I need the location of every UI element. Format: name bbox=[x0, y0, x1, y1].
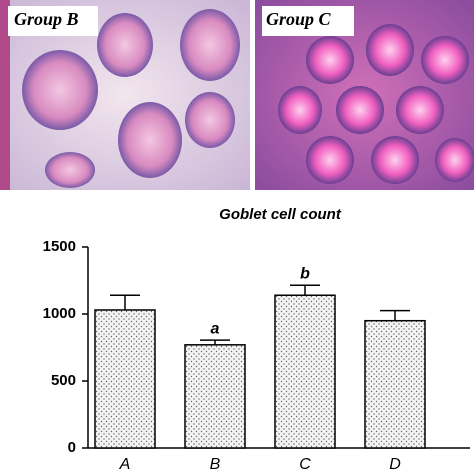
y-tick-label: 1000 bbox=[43, 305, 76, 322]
panel-label: Group C bbox=[266, 9, 332, 29]
bar bbox=[364, 319, 426, 449]
y-tick-label: 1500 bbox=[43, 238, 76, 255]
label-box bbox=[262, 6, 354, 36]
bar bbox=[94, 309, 156, 449]
bar-annotation: a bbox=[211, 320, 220, 337]
bar bbox=[274, 294, 336, 449]
x-tick-label: D bbox=[389, 456, 401, 473]
histology-b bbox=[0, 0, 250, 190]
bar bbox=[184, 344, 246, 449]
x-tick-label: C bbox=[299, 456, 311, 473]
y-tick-label: 500 bbox=[51, 372, 76, 389]
panel-label: Group B bbox=[14, 9, 79, 29]
x-tick-label: B bbox=[210, 456, 221, 473]
x-tick-label: A bbox=[119, 456, 131, 473]
label-box bbox=[8, 6, 98, 36]
bar-annotation: b bbox=[300, 265, 310, 282]
y-tick-label: 0 bbox=[68, 439, 76, 456]
chart-title: Goblet cell count bbox=[219, 206, 342, 223]
